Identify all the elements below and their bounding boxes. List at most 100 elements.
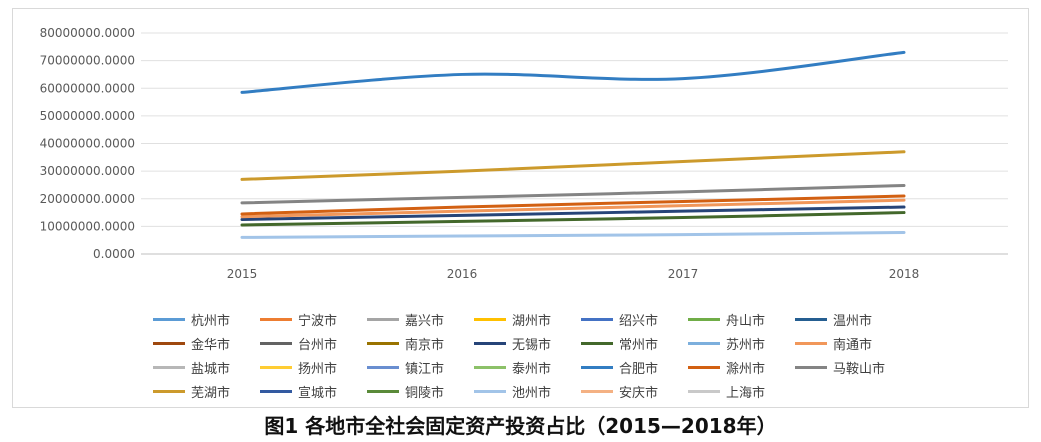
series-line [240,211,906,227]
legend-swatch [153,365,185,369]
legend-swatch [153,317,185,321]
legend-item: 宣城市 [260,382,367,401]
x-tick-label: 2015 [227,267,258,281]
legend-label: 安庆市 [619,385,659,401]
line-chart: 0.0000 10000000.0000 20000000.0000 30000000… [40,26,1008,281]
legend-row: 芜湖市 宣城市 铜陵市 池州市 安庆市 上海市 [153,379,953,403]
legend-swatch [581,365,613,369]
legend-label: 芜湖市 [191,385,231,401]
legend-swatch [153,341,185,345]
legend-row: 杭州市 宁波市 嘉兴市 湖州市 绍兴市 舟山市 温州市 [153,307,953,331]
legend-item: 芜湖市 [153,382,260,401]
legend-item: 池州市 [474,382,581,401]
legend-item: 温州市 [795,310,902,329]
y-tick-label: 20000000.0000 [40,192,135,206]
y-tick-label: 50000000.0000 [40,109,135,123]
y-tick-label: 0.0000 [93,247,135,261]
legend-label: 绍兴市 [619,313,659,329]
legend-item: 舟山市 [688,310,795,329]
legend-swatch [795,365,827,369]
y-tick-label: 40000000.0000 [40,137,135,151]
legend-swatch [260,365,292,369]
legend-swatch [367,317,399,321]
legend-swatch [688,341,720,345]
legend-swatch [474,341,506,345]
legend-label: 南京市 [405,337,445,353]
legend-item: 泰州市 [474,358,581,377]
legend-swatch [260,389,292,393]
legend-item: 嘉兴市 [367,310,474,329]
legend-label: 金华市 [191,337,231,353]
legend-label: 滁州市 [726,361,766,377]
series-line [240,230,906,239]
legend-item: 杭州市 [153,310,260,329]
legend-label: 铜陵市 [405,385,445,401]
legend-item: 镇江市 [367,358,474,377]
legend-swatch [688,317,720,321]
legend-label: 池州市 [512,385,552,401]
legend-label: 盐城市 [191,361,231,377]
legend-swatch [795,317,827,321]
legend-swatch [474,365,506,369]
legend-item: 滁州市 [688,358,795,377]
legend-label: 嘉兴市 [405,313,445,329]
legend-item: 常州市 [581,334,688,353]
legend-swatch [688,365,720,369]
figure-caption: 图1 各地市全社会固定资产投资占比（2015—2018年） [264,414,777,438]
series-line [240,205,906,221]
y-tick-label: 70000000.0000 [40,54,135,68]
legend-item: 宁波市 [260,310,367,329]
legend-item: 无锡市 [474,334,581,353]
series-line [240,183,906,205]
legend-swatch [688,389,720,393]
legend-item: 金华市 [153,334,260,353]
legend-label: 泰州市 [512,361,552,377]
legend-swatch [581,389,613,393]
legend-label: 舟山市 [726,313,766,329]
legend-swatch [367,365,399,369]
legend-item: 苏州市 [688,334,795,353]
legend-item: 合肥市 [581,358,688,377]
series-line [240,50,906,94]
y-tick-label: 30000000.0000 [40,164,135,178]
legend-label: 常州市 [619,337,659,353]
legend-label: 杭州市 [191,313,231,329]
legend-item: 安庆市 [581,382,688,401]
series-line [240,150,906,181]
legend-item: 南通市 [795,334,902,353]
legend-row: 金华市 台州市 南京市 无锡市 常州市 苏州市 南通市 [153,331,953,355]
legend-label: 扬州市 [298,361,338,377]
legend-label: 宁波市 [298,313,338,329]
y-tick-label: 60000000.0000 [40,81,135,95]
x-tick-label: 2018 [889,267,920,281]
legend-label: 上海市 [726,385,766,401]
legend-label: 合肥市 [619,361,659,377]
legend-label: 苏州市 [726,337,766,353]
series-line [240,194,906,216]
legend-swatch [474,317,506,321]
chart-legend: 杭州市 宁波市 嘉兴市 湖州市 绍兴市 舟山市 温州市金华市 台州市 南京市 无锡市 常州市 苏州市 南… [153,307,953,403]
series-line [240,198,906,219]
legend-label: 温州市 [833,313,873,329]
legend-label: 无锡市 [512,337,552,353]
legend-item: 湖州市 [474,310,581,329]
legend-swatch [367,341,399,345]
legend-item: 铜陵市 [367,382,474,401]
x-tick-label: 2017 [668,267,699,281]
legend-swatch [260,317,292,321]
y-tick-label: 10000000.0000 [40,219,135,233]
legend-label: 宣城市 [298,385,338,401]
legend-item: 盐城市 [153,358,260,377]
legend-swatch [795,341,827,345]
legend-swatch [153,389,185,393]
legend-swatch [367,389,399,393]
legend-item: 台州市 [260,334,367,353]
legend-label: 镇江市 [405,361,445,377]
legend-item: 绍兴市 [581,310,688,329]
legend-item: 上海市 [688,382,795,401]
legend-label: 南通市 [833,337,873,353]
legend-label: 台州市 [298,337,338,353]
legend-row: 盐城市 扬州市 镇江市 泰州市 合肥市 滁州市 马鞍山市 [153,355,953,379]
legend-swatch [260,341,292,345]
x-tick-label: 2016 [447,267,478,281]
